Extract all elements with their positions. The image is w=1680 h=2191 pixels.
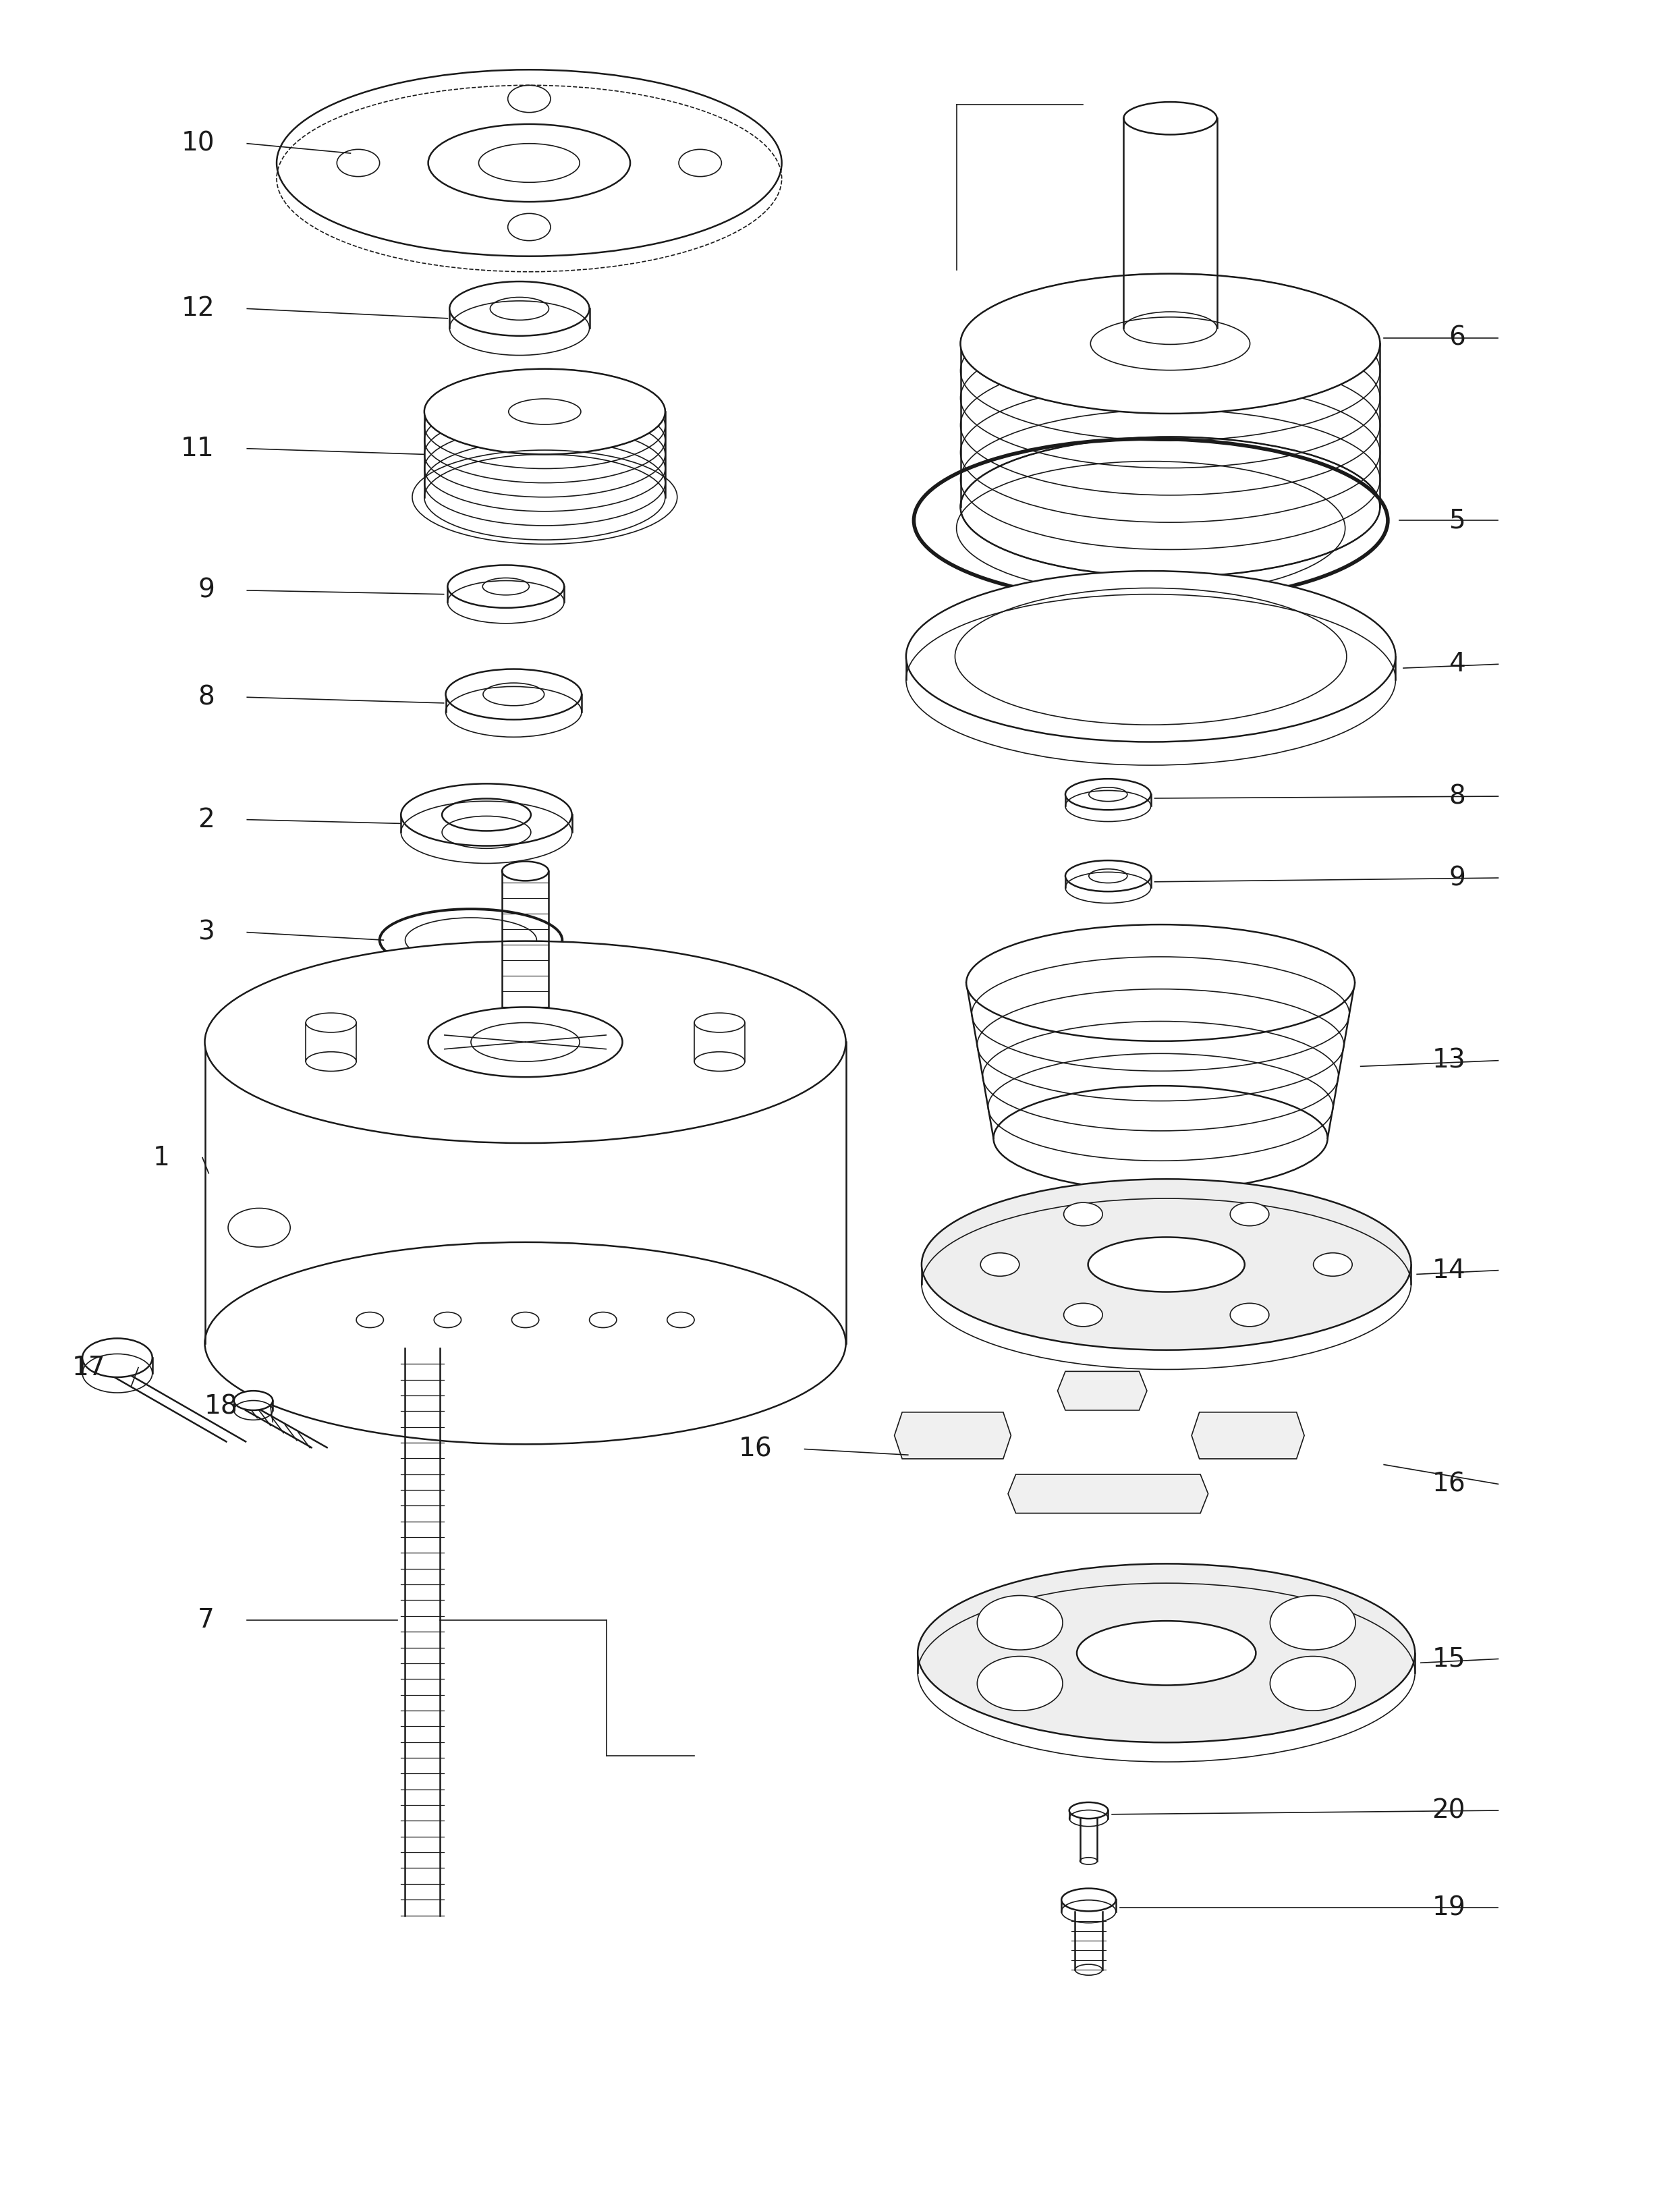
Ellipse shape (1063, 1203, 1102, 1225)
Ellipse shape (1314, 1253, 1352, 1275)
Ellipse shape (205, 942, 845, 1144)
Text: 10: 10 (181, 131, 215, 156)
Text: 8: 8 (1448, 784, 1465, 808)
Text: 9: 9 (198, 578, 215, 603)
Ellipse shape (961, 274, 1379, 414)
Ellipse shape (917, 1564, 1415, 1742)
Text: 11: 11 (181, 436, 215, 462)
Ellipse shape (1124, 103, 1216, 134)
Text: 8: 8 (198, 684, 215, 710)
Ellipse shape (428, 1008, 622, 1078)
Ellipse shape (1077, 1621, 1257, 1685)
Polygon shape (1058, 1372, 1147, 1411)
Ellipse shape (1063, 1304, 1102, 1326)
Ellipse shape (450, 280, 590, 335)
Ellipse shape (694, 1012, 744, 1032)
Text: 12: 12 (181, 296, 215, 322)
Text: 9: 9 (1448, 865, 1465, 892)
Ellipse shape (447, 565, 564, 607)
Ellipse shape (1065, 861, 1151, 892)
Ellipse shape (1270, 1656, 1356, 1711)
Text: 16: 16 (739, 1437, 773, 1461)
Ellipse shape (1230, 1203, 1268, 1225)
Ellipse shape (1062, 1889, 1116, 1911)
Ellipse shape (978, 1595, 1063, 1650)
Ellipse shape (978, 1656, 1063, 1711)
Text: 5: 5 (1448, 508, 1465, 532)
Text: 4: 4 (1448, 651, 1465, 677)
Ellipse shape (1270, 1595, 1356, 1650)
Ellipse shape (402, 784, 571, 846)
Ellipse shape (1068, 1803, 1109, 1819)
Ellipse shape (1230, 1304, 1268, 1326)
Ellipse shape (425, 368, 665, 454)
Ellipse shape (277, 70, 781, 256)
Ellipse shape (82, 1339, 153, 1378)
Text: 1: 1 (153, 1146, 170, 1170)
Ellipse shape (502, 861, 549, 881)
Text: 18: 18 (205, 1393, 239, 1420)
Text: 20: 20 (1431, 1797, 1465, 1823)
Text: 14: 14 (1431, 1258, 1465, 1284)
Text: 6: 6 (1448, 324, 1465, 351)
Text: 15: 15 (1431, 1645, 1465, 1672)
Text: 3: 3 (198, 920, 215, 944)
Ellipse shape (234, 1391, 272, 1411)
Text: 7: 7 (198, 1608, 215, 1632)
Text: 13: 13 (1431, 1047, 1465, 1074)
Ellipse shape (306, 1012, 356, 1032)
Polygon shape (1191, 1413, 1304, 1459)
Polygon shape (894, 1413, 1011, 1459)
Text: 19: 19 (1431, 1895, 1465, 1922)
Text: 16: 16 (1431, 1470, 1465, 1496)
Ellipse shape (1089, 1238, 1245, 1293)
Ellipse shape (922, 1179, 1411, 1350)
Ellipse shape (445, 668, 581, 719)
Ellipse shape (1065, 778, 1151, 811)
Ellipse shape (981, 1253, 1020, 1275)
Ellipse shape (966, 925, 1354, 1041)
Polygon shape (1008, 1475, 1208, 1514)
Ellipse shape (906, 572, 1396, 743)
Text: 2: 2 (198, 806, 215, 833)
Text: 17: 17 (72, 1354, 106, 1380)
